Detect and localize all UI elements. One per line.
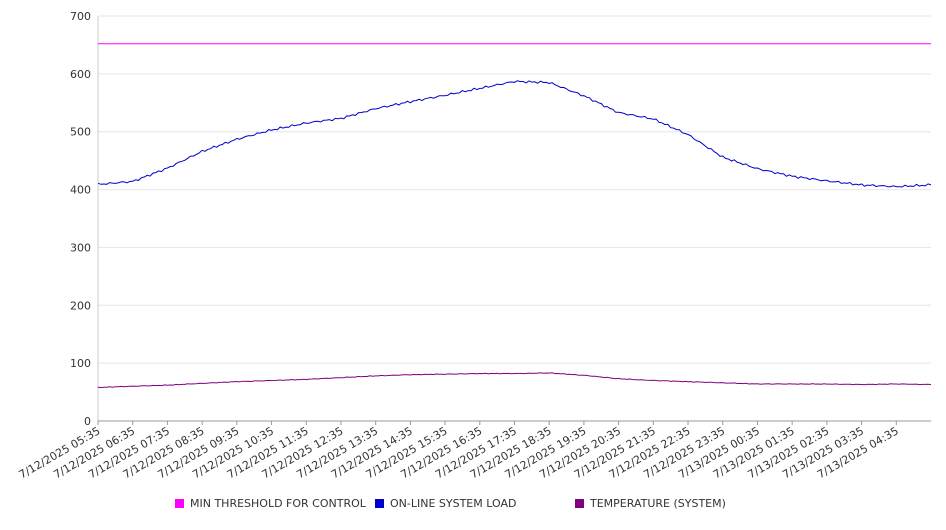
y-tick-label: 500 [70,126,91,139]
series-line [97,372,932,389]
legend-label: TEMPERATURE (SYSTEM) [590,497,726,510]
legend-label: ON-LINE SYSTEM LOAD [390,497,517,510]
y-tick-label: 100 [70,357,91,370]
series-line [97,80,932,188]
y-tick-label: 400 [70,184,91,197]
y-tick-label: 200 [70,299,91,312]
y-tick-label: 0 [84,415,91,428]
legend-item: ON-LINE SYSTEM LOAD [375,497,516,510]
y-tick-label: 700 [70,10,91,23]
legend-swatch [175,499,184,508]
legend-item: MIN THRESHOLD FOR CONTROL [175,497,366,510]
y-tick-label: 300 [70,241,91,254]
legend: MIN THRESHOLD FOR CONTROL ON-LINE SYSTEM… [0,497,946,515]
legend-swatch [575,499,584,508]
legend-item: TEMPERATURE (SYSTEM) [575,497,726,510]
legend-swatch [375,499,384,508]
legend-label: MIN THRESHOLD FOR CONTROL [190,497,366,510]
y-tick-label: 600 [70,68,91,81]
